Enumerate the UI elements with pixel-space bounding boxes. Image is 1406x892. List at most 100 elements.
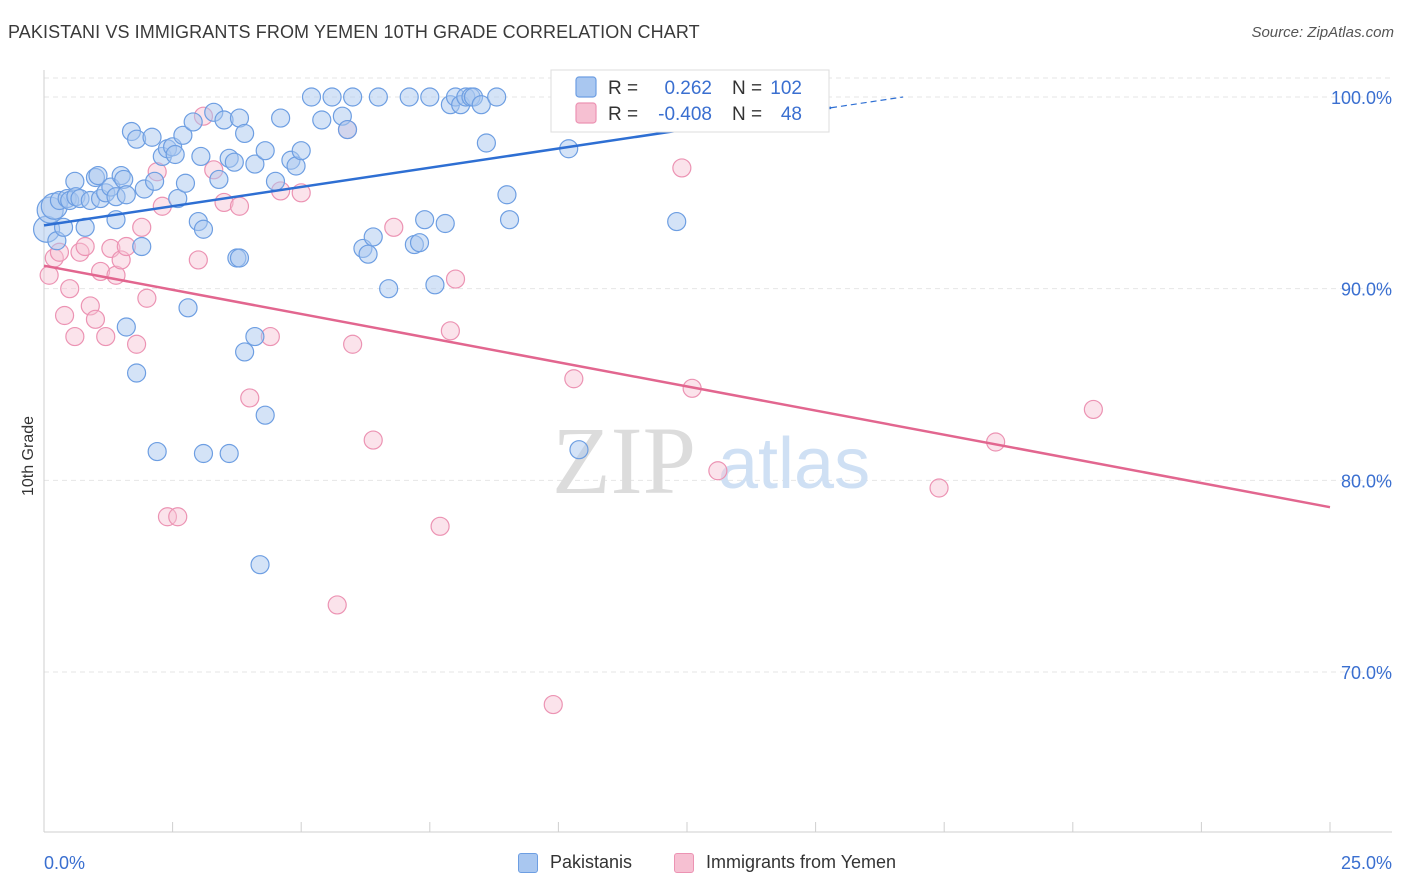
data-point-pakistanis (471, 95, 491, 115)
data-point-yemen (60, 279, 80, 299)
data-point-pakistanis (224, 152, 244, 172)
data-point-pakistanis (255, 141, 275, 161)
data-point-pakistanis (235, 342, 255, 362)
data-point-pakistanis (358, 244, 378, 264)
data-point-pakistanis (144, 171, 165, 191)
data-point-yemen (157, 507, 178, 527)
data-point-yemen (445, 269, 466, 289)
trend-line-yemen (43, 264, 1331, 509)
watermark-zip: ZIP (552, 407, 696, 514)
legend-r-value-2: -0.408 (658, 104, 712, 125)
bottom-legend: Pakistanis Immigrants from Yemen (0, 852, 1406, 878)
data-point-pakistanis (379, 279, 399, 299)
data-point-pakistanis (88, 165, 108, 186)
data-point-pakistanis (435, 213, 455, 234)
data-point-yemen (54, 305, 75, 326)
legend-box: R = 0.262 N = 102 R = -0.408 N = 48 (550, 69, 830, 133)
data-point-yemen (708, 461, 728, 481)
data-point-pakistanis (175, 173, 196, 193)
data-point-yemen (564, 369, 584, 389)
data-point-yemen (85, 309, 106, 329)
data-point-pakistanis (116, 317, 136, 337)
watermark: ZIP atlas (552, 407, 870, 514)
data-point-yemen (137, 288, 157, 308)
data-point-yemen (363, 430, 383, 450)
legend-n-label-1: N = (732, 78, 762, 99)
bottom-legend-pakistanis: Pakistanis (518, 852, 632, 873)
data-point-pakistanis (420, 87, 440, 107)
data-point-pakistanis (132, 236, 152, 257)
data-point-pakistanis (116, 185, 136, 205)
legend-background (550, 69, 830, 133)
data-point-pakistanis (415, 210, 435, 230)
y-tick-label: 70.0% (1341, 663, 1392, 683)
data-point-yemen (168, 507, 188, 527)
bottom-legend-label-pakistanis: Pakistanis (550, 852, 633, 872)
legend-r-value-1: 0.262 (664, 78, 712, 99)
y-tick-label: 80.0% (1341, 471, 1392, 491)
data-point-pakistanis (291, 141, 311, 161)
data-point-pakistanis (191, 146, 211, 167)
data-point-pakistanis (409, 233, 430, 253)
x-ticks (43, 822, 1331, 832)
data-point-pakistanis (271, 108, 291, 128)
axes (43, 70, 1392, 833)
legend-swatch-yemen (575, 102, 597, 124)
data-point-yemen (929, 478, 949, 498)
bottom-legend-yemen: Immigrants from Yemen (674, 852, 896, 873)
watermark-atlas: atlas (718, 424, 870, 504)
data-point-yemen (96, 326, 116, 347)
data-point-pakistanis (219, 443, 239, 464)
legend-n-value-1: 102 (770, 78, 802, 99)
bottom-legend-label-yemen: Immigrants from Yemen (706, 852, 897, 872)
data-point-pakistanis (569, 440, 589, 460)
chart-title: PAKISTANI VS IMMIGRANTS FROM YEMEN 10TH … (8, 22, 700, 42)
y-axis-title: 10th Grade (20, 416, 37, 496)
y-tick-label: 100.0% (1331, 88, 1392, 108)
data-point-pakistanis (265, 171, 286, 191)
data-point-yemen (229, 196, 250, 216)
data-point-pakistanis (368, 87, 388, 107)
data-point-yemen (132, 217, 152, 237)
data-point-pakistanis (229, 248, 250, 268)
data-point-pakistanis (487, 87, 507, 107)
data-point-pakistanis (667, 211, 687, 232)
data-point-yemen (384, 217, 404, 237)
data-point-yemen (70, 242, 90, 262)
data-point-pakistanis (497, 185, 517, 205)
data-point-pakistanis (363, 227, 383, 247)
data-point-pakistanis (322, 87, 342, 107)
data-point-pakistanis (193, 219, 214, 239)
data-point-pakistanis (209, 169, 229, 190)
data-point-yemen (188, 250, 208, 270)
x-tick-label-min: 0.0% (44, 853, 85, 873)
data-point-pakistanis (399, 87, 419, 107)
data-point-pakistanis (255, 405, 275, 425)
data-point-yemen (75, 236, 95, 257)
bottom-legend-swatch-pakistanis (518, 852, 538, 873)
data-point-pakistanis (301, 87, 322, 107)
data-point-pakistanis (250, 555, 270, 575)
data-point-pakistanis (476, 133, 496, 153)
data-point-pakistanis (168, 188, 188, 209)
legend-r-label-2: R = (608, 104, 638, 125)
data-point-pakistanis (343, 87, 363, 107)
data-point-yemen (430, 516, 450, 536)
data-point-pakistanis (142, 127, 162, 147)
y-tick-label: 90.0% (1341, 280, 1392, 300)
data-point-pakistanis (425, 275, 445, 295)
bottom-legend-swatch-yemen (674, 852, 694, 873)
data-point-yemen (240, 388, 260, 408)
x-tick-label-max: 25.0% (1341, 853, 1392, 873)
legend-n-label-2: N = (732, 104, 762, 125)
data-point-pakistanis (245, 154, 265, 174)
data-point-yemen (1083, 399, 1103, 420)
data-point-pakistanis (193, 443, 214, 464)
legend-r-label-1: R = (608, 78, 638, 99)
data-point-pakistanis (126, 363, 147, 383)
data-point-pakistanis (173, 125, 193, 145)
legend-swatch-pakistanis (575, 76, 597, 98)
source-label: Source: ZipAtlas.com (1251, 24, 1394, 41)
trend-line-pakistanis-extension (830, 96, 904, 109)
